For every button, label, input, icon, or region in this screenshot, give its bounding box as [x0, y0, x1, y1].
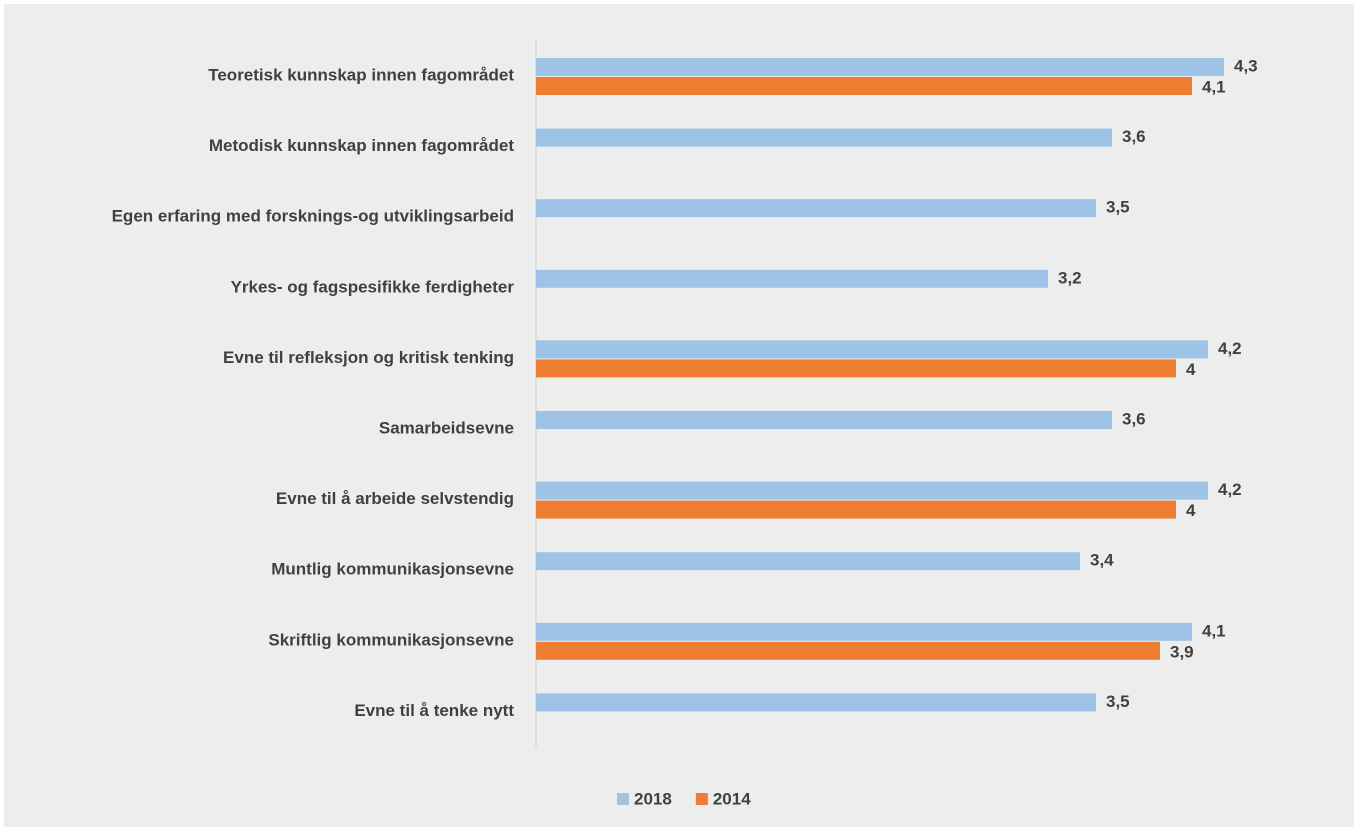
legend-label: 2018: [634, 789, 672, 808]
bar: [536, 58, 1224, 76]
value-label: 4: [1186, 501, 1196, 520]
y-tick-label: Egen erfaring med forsknings-og utviklin…: [112, 207, 514, 226]
value-label: 4,1: [1202, 77, 1226, 96]
bar: [536, 199, 1096, 218]
value-label: 3,2: [1058, 268, 1082, 287]
value-label: 3,9: [1170, 642, 1194, 661]
value-label: 3,5: [1106, 692, 1130, 711]
value-label: 4,2: [1218, 480, 1242, 499]
y-tick-label: Muntlig kommunikasjonsevne: [271, 560, 514, 579]
legend-label: 2014: [713, 789, 751, 808]
bar: [536, 693, 1096, 712]
value-label: 4: [1186, 360, 1196, 379]
y-tick-label: Teoretisk kunnskap innen fagområdet: [208, 65, 514, 84]
value-label: 3,4: [1090, 551, 1114, 570]
bar: [536, 77, 1192, 95]
y-tick-label: Skriftlig kommunikasjonsevne: [268, 630, 514, 649]
y-tick-label: Metodisk kunnskap innen fagområdet: [209, 136, 514, 155]
bar: [536, 552, 1080, 571]
value-label: 4,3: [1234, 56, 1258, 75]
value-label: 3,6: [1122, 409, 1146, 428]
bar: [536, 500, 1176, 519]
value-label: 4,1: [1202, 621, 1226, 640]
y-tick-label: Evne til refleksjon og kritisk tenking: [223, 348, 514, 367]
bar: [536, 359, 1176, 378]
y-tick-label: Yrkes- og fagspesifikke ferdigheter: [231, 277, 515, 296]
y-tick-label: Evne til å tenke nytt: [354, 701, 514, 720]
value-label: 4,2: [1218, 339, 1242, 358]
bar: [536, 269, 1048, 288]
value-label: 3,5: [1106, 198, 1130, 217]
bar: [536, 481, 1208, 500]
bar: [536, 641, 1160, 660]
bar: [536, 622, 1192, 641]
bar: [536, 128, 1112, 147]
bar: [536, 340, 1208, 359]
legend-swatch: [617, 793, 629, 805]
y-tick-label: Evne til å arbeide selvstendig: [276, 489, 514, 508]
value-label: 3,6: [1122, 127, 1146, 146]
bar: [536, 411, 1112, 429]
y-tick-label: Samarbeidsevne: [379, 418, 514, 437]
legend-swatch: [695, 793, 708, 805]
